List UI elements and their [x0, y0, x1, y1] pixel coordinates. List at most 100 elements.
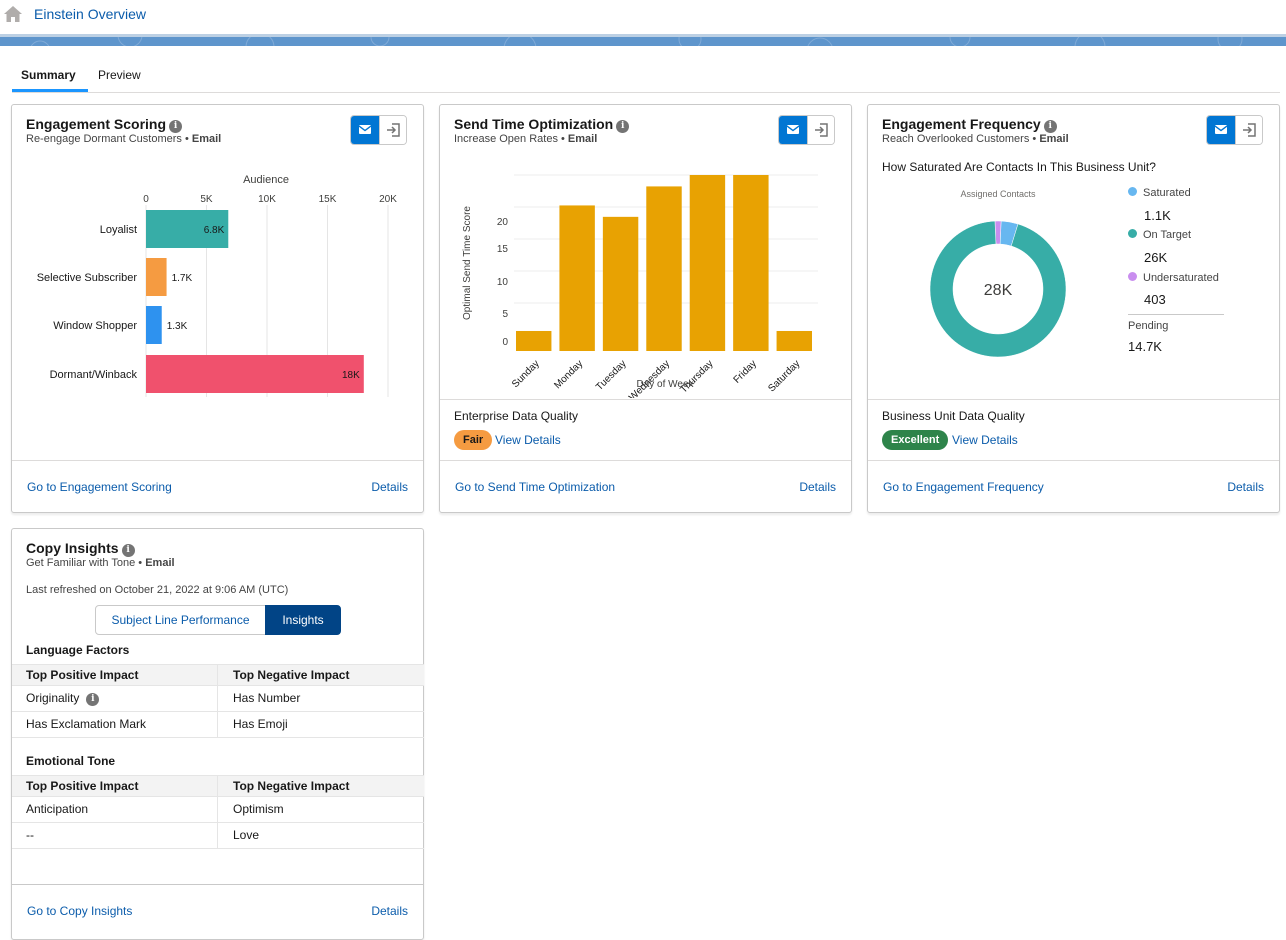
email-button[interactable]	[351, 116, 379, 144]
x-tick-label: Sunday	[510, 358, 542, 390]
table-header: Top Positive Impact Top Negative Impact	[12, 775, 424, 797]
tab-summary[interactable]: Summary	[21, 68, 76, 82]
table-cell: --	[26, 828, 34, 842]
app-title[interactable]: Einstein Overview	[34, 6, 147, 22]
category-label: Loyalist	[100, 224, 137, 236]
bar	[689, 175, 726, 351]
mail-icon	[358, 125, 372, 134]
card-title: Engagement Frequency i	[882, 116, 1057, 133]
data-label: 6.8K	[204, 225, 225, 236]
card-footer: Go to Send Time Optimization Details	[440, 460, 851, 512]
undersaturated-dot	[1128, 272, 1137, 281]
bar	[516, 330, 552, 351]
on-target-dot	[1128, 229, 1137, 238]
table-row: -- Love	[12, 823, 424, 849]
info-icon[interactable]: i	[616, 120, 630, 133]
export-icon	[1243, 123, 1256, 137]
go-to-engagement-frequency-link[interactable]: Go to Engagement Frequency	[883, 480, 1044, 494]
table-row: Anticipation Optimism	[12, 797, 424, 823]
email-button[interactable]	[779, 116, 807, 144]
card-footer: Go to Engagement Scoring Details	[12, 460, 423, 512]
subject-line-performance-toggle[interactable]: Subject Line Performance	[95, 605, 266, 635]
table-cell: Love	[217, 823, 259, 848]
home-icon[interactable]	[3, 5, 23, 23]
export-button[interactable]	[807, 116, 834, 144]
go-to-engagement-scoring-link[interactable]: Go to Engagement Scoring	[27, 480, 172, 494]
legend-saturated: Saturated	[1128, 187, 1191, 199]
x-tick-label: Tuesday	[594, 358, 629, 393]
header-banner	[0, 34, 1286, 46]
y-axis-title: Optimal Send Time Score	[462, 206, 473, 320]
bar	[559, 205, 595, 351]
x-tick-label: Saturday	[766, 358, 802, 394]
donut-legend: Saturated 1.1K On Target 26K Undersatura…	[1128, 187, 1228, 357]
saturated-dot	[1128, 187, 1137, 196]
go-to-send-time-optimization-link[interactable]: Go to Send Time Optimization	[455, 480, 616, 494]
card-subtitle: Get Familiar with Tone • Email	[26, 557, 175, 569]
table-cell: Has Exclamation Mark	[26, 717, 147, 731]
details-link[interactable]: Details	[371, 904, 408, 918]
y-tick-label: 10	[497, 277, 509, 288]
email-button[interactable]	[1207, 116, 1235, 144]
category-label: Window Shopper	[53, 320, 137, 332]
language-factors-table: Top Positive Impact Top Negative Impact …	[12, 664, 424, 738]
x-tick-label: Thursday	[678, 358, 715, 395]
x-tick-label: 20K	[379, 194, 397, 205]
language-factors-title: Language Factors	[26, 643, 130, 657]
info-icon[interactable]: i	[169, 120, 183, 133]
info-icon[interactable]: i	[121, 544, 135, 557]
export-button[interactable]	[379, 116, 406, 144]
category-label: Dormant/Winback	[50, 369, 138, 381]
table-row: Originality i Has Number	[12, 686, 424, 712]
details-link[interactable]: Details	[799, 480, 836, 494]
quality-badge: Excellent	[882, 430, 949, 450]
data-quality-section: Enterprise Data Quality Fair View Detail…	[440, 399, 851, 462]
category-label: Selective Subscriber	[37, 272, 138, 284]
active-tab-indicator	[12, 89, 88, 92]
quality-badge: Fair	[454, 430, 493, 450]
legend-on-target: On Target	[1128, 229, 1191, 241]
x-tick-label: Monday	[552, 358, 585, 391]
table-cell: Originality i	[12, 686, 100, 711]
send-time-optimization-card: Send Time Optimization i Increase Open Ra…	[439, 104, 852, 513]
card-title: Engagement Scoring i	[26, 116, 183, 133]
on-target-value: 26K	[1144, 250, 1168, 265]
card-footer: Go to Engagement Frequency Details	[868, 460, 1279, 512]
card-subtitle: Re-engage Dormant Customers • Email	[26, 133, 222, 145]
copy-insights-card: Copy Insights i Get Familiar with Tone • …	[11, 528, 424, 940]
bar	[602, 216, 639, 351]
card-title: Send Time Optimization i	[454, 116, 630, 133]
bar	[776, 330, 812, 351]
donut-slice	[929, 220, 1067, 358]
action-buttons	[778, 115, 835, 145]
footer-divider	[12, 884, 423, 885]
export-button[interactable]	[1235, 116, 1262, 144]
x-tick-label: 10K	[258, 194, 276, 205]
engagement-frequency-card: Engagement Frequency i Reach Overlooked C…	[867, 104, 1280, 513]
engagement-scoring-chart: Audience 0 5K 10K 15K 20K Loyalist 6.8K Selectiv…	[37, 174, 397, 397]
emotional-tone-table: Top Positive Impact Top Negative Impact …	[12, 775, 424, 849]
assigned-contacts-donut: Assigned Contacts 28K	[929, 189, 1067, 358]
view-details-link[interactable]: View Details	[495, 433, 561, 447]
details-link[interactable]: Details	[1227, 480, 1264, 494]
card-subtitle: Reach Overlooked Customers • Email	[882, 133, 1069, 145]
tab-preview[interactable]: Preview	[98, 68, 141, 82]
info-icon[interactable]: i	[86, 693, 100, 706]
view-details-link[interactable]: View Details	[952, 433, 1018, 447]
table-header: Top Positive Impact Top Negative Impact	[12, 664, 424, 686]
donut-center-label: 28K	[984, 282, 1013, 299]
y-tick-label: 15	[497, 244, 509, 255]
donut-title: Assigned Contacts	[960, 189, 1036, 199]
banner-pattern	[30, 37, 1243, 46]
insights-toggle[interactable]: Insights	[265, 605, 341, 635]
go-to-copy-insights-link[interactable]: Go to Copy Insights	[27, 904, 133, 918]
x-tick-label: 5K	[200, 194, 213, 205]
details-link[interactable]: Details	[371, 480, 408, 494]
column-header: Top Negative Impact	[217, 776, 349, 796]
export-icon	[387, 123, 400, 137]
top-bar: Einstein Overview	[0, 0, 1286, 34]
pending-label: Pending	[1128, 320, 1169, 332]
info-icon[interactable]: i	[1043, 120, 1057, 133]
y-tick-label: 5	[502, 309, 508, 320]
action-buttons	[350, 115, 407, 145]
